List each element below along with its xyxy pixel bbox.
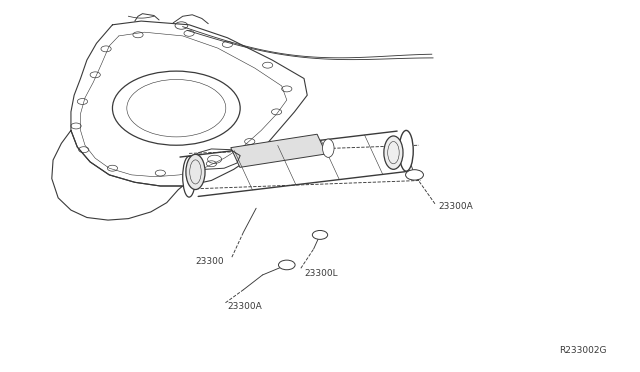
Circle shape xyxy=(312,231,328,239)
Ellipse shape xyxy=(182,156,195,197)
Text: 23300A: 23300A xyxy=(227,302,262,311)
FancyBboxPatch shape xyxy=(231,134,326,167)
Text: 23300L: 23300L xyxy=(304,269,338,278)
Text: 23300A: 23300A xyxy=(438,202,473,211)
Ellipse shape xyxy=(186,154,205,189)
Text: R233002G: R233002G xyxy=(559,346,607,355)
Ellipse shape xyxy=(323,139,334,157)
Ellipse shape xyxy=(399,131,413,171)
Circle shape xyxy=(278,260,295,270)
Circle shape xyxy=(406,170,424,180)
Text: 23300: 23300 xyxy=(195,257,224,266)
Ellipse shape xyxy=(384,136,403,169)
